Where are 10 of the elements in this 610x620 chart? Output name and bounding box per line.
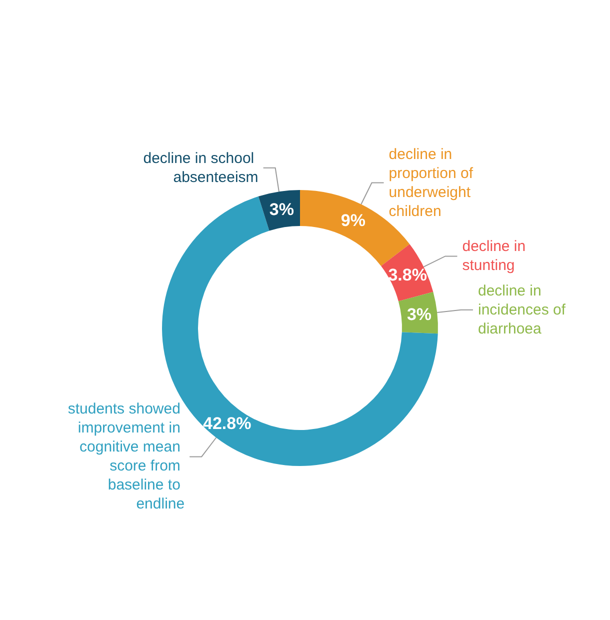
data-label: 3% xyxy=(269,200,294,219)
slice-label: students showed improvement in cognitive mean score from baseline to endline xyxy=(68,400,185,513)
data-label: 42.8% xyxy=(203,414,252,433)
data-label: 3.8% xyxy=(388,265,427,284)
slice-label: decline in school absenteeism xyxy=(143,150,258,186)
data-label: 3% xyxy=(406,305,432,324)
slice-label: decline in proportion of underweight children xyxy=(388,146,478,220)
data-label: 9% xyxy=(340,210,366,230)
slice-label: decline in incidences of diarrhoea xyxy=(478,282,570,338)
slice-label: decline in stunting xyxy=(462,238,530,274)
